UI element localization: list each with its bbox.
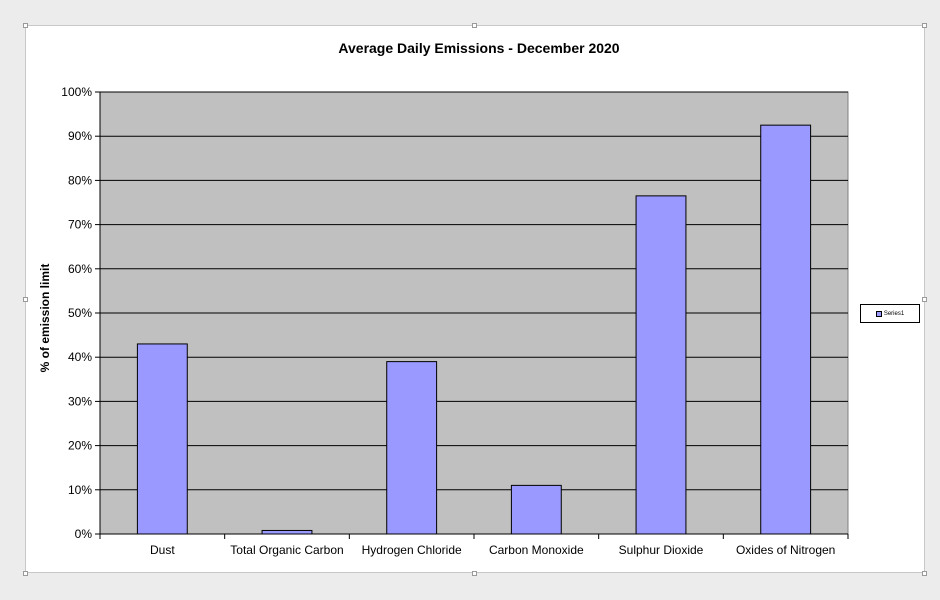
bars xyxy=(136,124,812,535)
y-tick-label: 70% xyxy=(68,218,92,232)
resize-handle-bottom-right[interactable] xyxy=(922,571,927,576)
x-tick-label: Dust xyxy=(150,543,175,557)
bar[interactable] xyxy=(136,343,188,535)
bar[interactable] xyxy=(760,124,812,535)
legend-swatch xyxy=(875,310,882,317)
resize-handle-top-center[interactable] xyxy=(472,23,477,28)
y-tick-label: 80% xyxy=(68,173,92,187)
bar[interactable] xyxy=(635,195,687,535)
y-ticks: 0% 10% 20% 30% 40% 50% 60% 70% 80% 90% 100% xyxy=(61,85,100,541)
bar[interactable] xyxy=(386,361,438,535)
y-tick-label: 50% xyxy=(68,306,92,320)
y-tick-label: 90% xyxy=(68,129,92,143)
x-tick-label: Carbon Monoxide xyxy=(489,543,584,557)
y-tick-label: 0% xyxy=(75,527,93,541)
bar[interactable] xyxy=(510,484,562,535)
legend-label: Series1 xyxy=(883,310,905,317)
y-tick-label: 40% xyxy=(68,350,92,364)
resize-handle-top-right[interactable] xyxy=(922,23,927,28)
x-tick-label: Total Organic Carbon xyxy=(230,543,343,557)
x-tick-label: Hydrogen Chloride xyxy=(362,543,462,557)
legend[interactable]: Series1 xyxy=(860,304,920,323)
x-ticks: Dust Total Organic Carbon Hydrogen Chlorid… xyxy=(99,534,849,557)
y-tick-label: 20% xyxy=(68,439,92,453)
y-axis-label: % of emission limit xyxy=(38,263,52,373)
resize-handle-middle-left[interactable] xyxy=(23,297,28,302)
resize-handle-bottom-center[interactable] xyxy=(472,571,477,576)
y-tick-label: 10% xyxy=(68,483,92,497)
resize-handle-bottom-left[interactable] xyxy=(23,571,28,576)
chart-title: Average Daily Emissions - December 2020 xyxy=(338,40,620,56)
y-tick-label: 30% xyxy=(68,394,92,408)
resize-handle-top-left[interactable] xyxy=(23,23,28,28)
resize-handle-middle-right[interactable] xyxy=(922,297,927,302)
y-tick-label: 60% xyxy=(68,262,92,276)
gridlines xyxy=(100,91,848,491)
x-tick-label: Oxides of Nitrogen xyxy=(736,543,835,557)
x-tick-label: Sulphur Dioxide xyxy=(619,543,704,557)
y-tick-label: 100% xyxy=(61,85,92,99)
bar[interactable] xyxy=(261,529,313,535)
